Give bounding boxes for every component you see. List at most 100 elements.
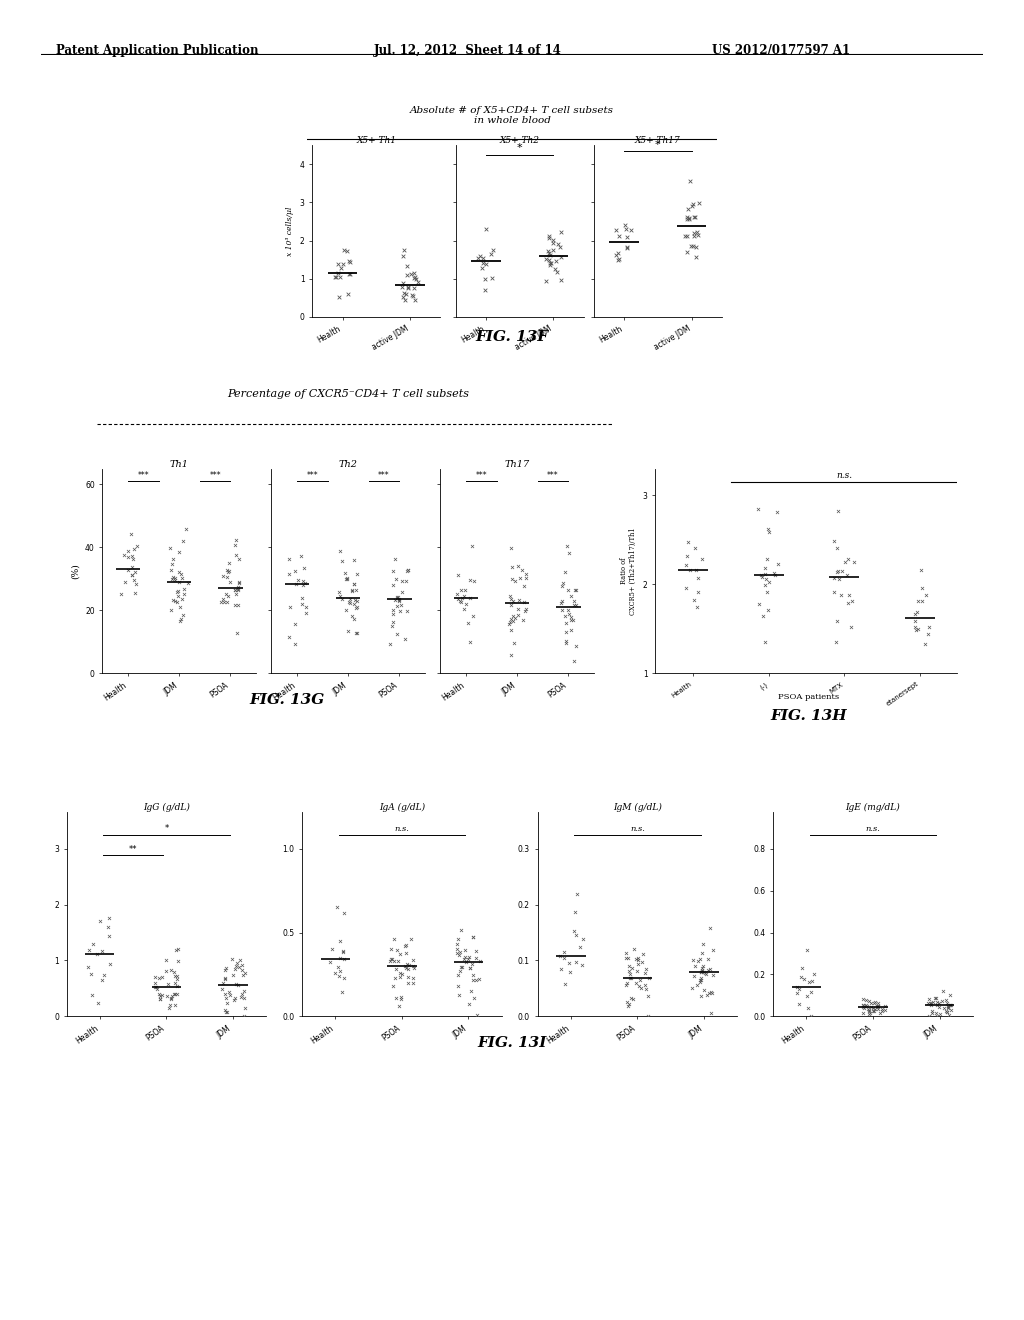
Point: [340, 284, 356, 305]
Point: [450, 589, 466, 610]
Point: [162, 995, 178, 1016]
Point: [167, 983, 183, 1005]
Point: [391, 590, 408, 611]
Point: [567, 635, 584, 656]
Point: [483, 267, 500, 288]
Point: [634, 952, 650, 973]
Point: [213, 591, 229, 612]
Point: [335, 940, 351, 961]
Point: [754, 566, 770, 587]
Point: [229, 594, 246, 615]
Point: [324, 939, 340, 960]
Point: [349, 590, 366, 611]
Text: *: *: [517, 143, 522, 153]
Point: [476, 268, 493, 289]
Point: [344, 606, 360, 627]
Point: [693, 961, 710, 982]
Point: [330, 263, 346, 284]
Text: Jul. 12, 2012  Sheet 14 of 14: Jul. 12, 2012 Sheet 14 of 14: [374, 44, 561, 57]
Point: [618, 973, 635, 994]
Point: [552, 945, 568, 966]
Point: [640, 1006, 656, 1027]
Point: [505, 610, 521, 631]
Point: [406, 263, 422, 284]
Point: [846, 552, 862, 573]
Point: [686, 590, 702, 611]
Point: [869, 999, 886, 1020]
Point: [545, 232, 561, 253]
Point: [167, 965, 183, 986]
Point: [287, 614, 303, 635]
Point: [160, 973, 176, 994]
Point: [860, 999, 877, 1020]
Point: [237, 962, 253, 983]
Point: [346, 573, 362, 594]
Point: [392, 944, 409, 965]
Point: [877, 999, 893, 1020]
Point: [701, 958, 718, 979]
Point: [686, 226, 702, 247]
Point: [622, 993, 638, 1014]
Point: [693, 957, 710, 978]
Point: [862, 997, 879, 1018]
Point: [154, 966, 170, 987]
Point: [769, 502, 785, 523]
Text: n.s.: n.s.: [837, 471, 852, 480]
Point: [550, 234, 566, 255]
Point: [90, 991, 106, 1012]
Point: [384, 599, 400, 620]
Point: [218, 1002, 234, 1023]
Point: [330, 957, 346, 978]
Point: [298, 597, 314, 618]
Point: [621, 995, 637, 1016]
Point: [83, 964, 99, 985]
Point: [761, 572, 777, 593]
Text: ***: ***: [475, 471, 487, 479]
Point: [339, 620, 355, 642]
Text: Percentage of CXCR5⁻CD4+ T cell subsets: Percentage of CXCR5⁻CD4+ T cell subsets: [227, 389, 469, 400]
Point: [769, 553, 785, 574]
Point: [388, 987, 404, 1008]
Title: X5+ Th2: X5+ Th2: [500, 136, 540, 145]
Point: [231, 949, 248, 970]
Point: [167, 973, 183, 994]
Point: [296, 557, 312, 578]
Point: [623, 968, 639, 989]
Point: [618, 942, 635, 964]
Point: [608, 219, 625, 240]
Point: [395, 272, 412, 293]
Text: n.s.: n.s.: [630, 825, 645, 833]
Point: [454, 587, 470, 609]
Point: [392, 966, 409, 987]
Point: [540, 240, 556, 261]
Point: [691, 969, 708, 990]
Point: [681, 209, 697, 230]
Point: [331, 581, 347, 602]
Point: [618, 238, 635, 259]
Point: [610, 248, 627, 269]
Title: X5+ Th1: X5+ Th1: [356, 136, 396, 145]
Point: [560, 603, 577, 624]
Point: [225, 965, 242, 986]
Point: [678, 554, 694, 576]
Point: [466, 570, 482, 591]
Point: [388, 958, 404, 979]
Point: [757, 557, 773, 578]
Point: [677, 226, 693, 247]
Point: [804, 970, 820, 991]
Point: [687, 206, 703, 227]
Point: [907, 611, 924, 632]
Point: [465, 965, 481, 986]
Point: [755, 605, 771, 626]
Point: [120, 540, 136, 561]
Point: [796, 968, 812, 989]
Point: [687, 956, 703, 977]
Point: [332, 948, 348, 969]
Point: [465, 927, 481, 948]
Point: [236, 987, 252, 1008]
Point: [450, 565, 466, 586]
Point: [236, 981, 252, 1002]
Point: [173, 609, 189, 630]
Point: [790, 975, 806, 997]
Point: [227, 579, 244, 601]
